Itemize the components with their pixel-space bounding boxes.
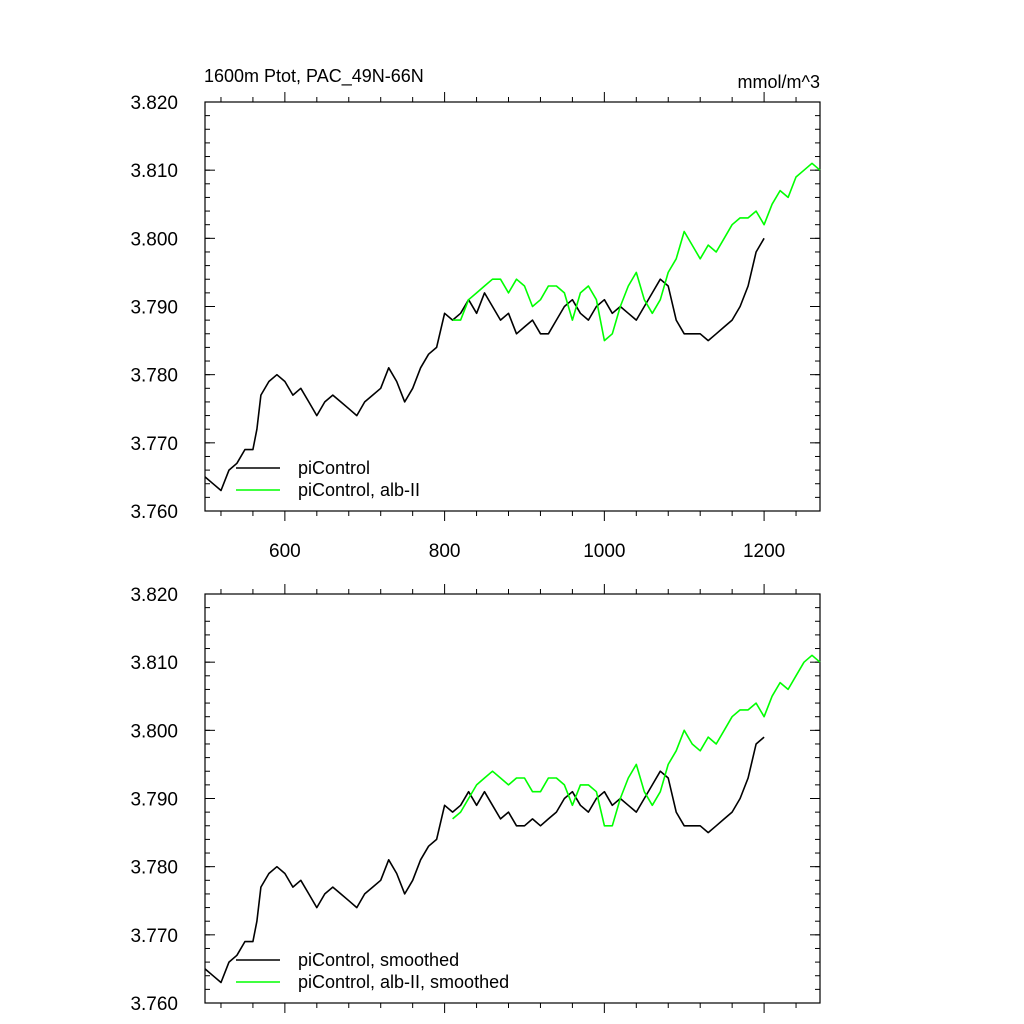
y-tick-label: 3.770 (130, 926, 178, 947)
axis-ticks (205, 584, 820, 1013)
legend-label-alb-II-smoothed: piControl, alb-II, smoothed (298, 972, 509, 992)
x-tick-label: 600 (269, 541, 301, 562)
y-tick-label: 3.780 (130, 366, 178, 387)
axis-ticks (205, 92, 820, 521)
x-tick-label: 1200 (743, 541, 785, 562)
chart-title-left: 1600m Ptot, PAC_49N-66N (204, 66, 424, 87)
y-tick-label: 3.810 (130, 161, 178, 182)
x-tick-label: 800 (429, 541, 461, 562)
y-tick-label: 3.820 (130, 93, 178, 114)
legend: piControl piControl, alb-II (236, 458, 420, 500)
y-tick-label: 3.810 (130, 653, 178, 674)
series-line-0 (204, 736, 765, 984)
bottom-panel: 3.760 3.770 3.780 3.790 3.800 3.810 3.820 piCo… (130, 584, 821, 1015)
y-tick-labels: 3.760 3.770 3.780 3.790 3.800 3.810 3.820 (130, 585, 178, 1015)
y-tick-label: 3.800 (130, 229, 178, 250)
y-tick-label: 3.770 (130, 434, 178, 455)
y-tick-label: 3.820 (130, 585, 178, 606)
series-lines (204, 162, 821, 492)
y-tick-label: 3.760 (130, 994, 178, 1015)
y-tick-label: 3.790 (130, 298, 178, 319)
y-tick-label: 3.790 (130, 790, 178, 811)
legend-label-alb-II: piControl, alb-II (298, 480, 420, 500)
series-line-1 (452, 654, 821, 827)
plot-frame (204, 101, 821, 512)
x-tick-labels: 600 800 1000 1200 (269, 541, 785, 562)
y-tick-labels: 3.760 3.770 3.780 3.790 3.800 3.810 3.820 (130, 93, 178, 523)
legend-label-piControl: piControl (298, 458, 370, 478)
y-tick-label: 3.800 (130, 721, 178, 742)
series-lines (204, 654, 821, 984)
legend-label-smoothed: piControl, smoothed (298, 950, 459, 970)
y-tick-label: 3.760 (130, 502, 178, 523)
top-panel: 1600m Ptot, PAC_49N-66N mmol/m^3 3.7603.… (130, 66, 821, 562)
plot-frame (204, 593, 821, 1004)
x-tick-label: 1000 (583, 541, 625, 562)
series-line-1 (452, 162, 821, 342)
units-label: mmol/m^3 (738, 72, 820, 92)
y-tick-label: 3.780 (130, 858, 178, 879)
legend: piControl, smoothed piControl, alb-II, s… (236, 950, 509, 992)
series-line-0 (204, 237, 765, 492)
